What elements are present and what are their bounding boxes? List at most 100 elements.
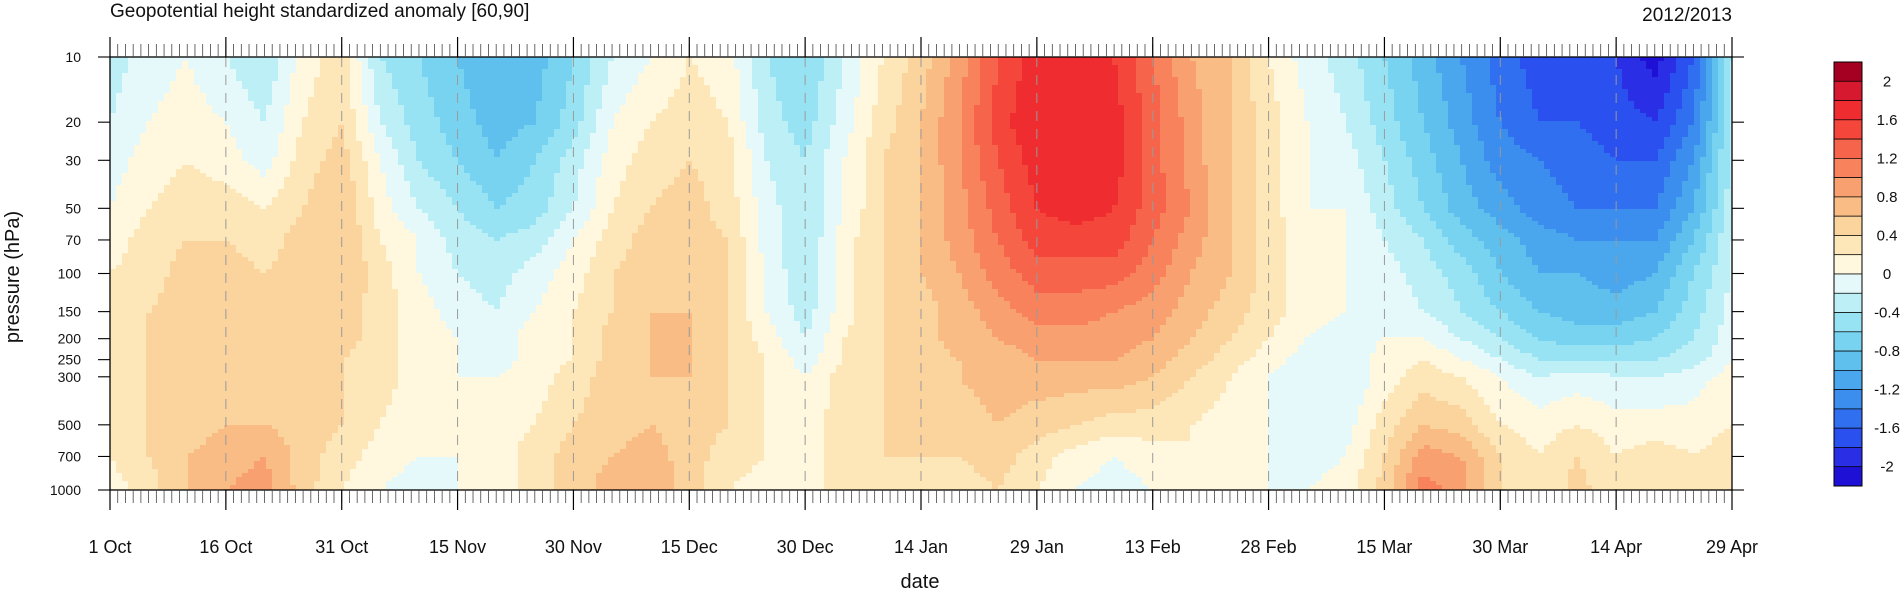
field-cell xyxy=(914,61,921,66)
field-cell xyxy=(1154,109,1161,114)
field-cell xyxy=(1544,57,1551,62)
field-cell xyxy=(428,125,435,130)
field-cell xyxy=(1064,65,1071,70)
field-cell xyxy=(1448,113,1455,118)
field-cell xyxy=(614,97,621,102)
field-cell xyxy=(884,109,891,114)
field-cell xyxy=(1562,101,1569,106)
field-cell xyxy=(362,81,369,86)
field-cell xyxy=(920,105,927,110)
field-cell xyxy=(482,109,489,114)
field-cell xyxy=(1502,77,1509,82)
field-cell xyxy=(1568,65,1575,70)
field-cell xyxy=(1202,121,1209,126)
field-cell xyxy=(1022,113,1029,118)
field-cell xyxy=(1196,93,1203,98)
field-cell xyxy=(524,121,531,126)
field-cell xyxy=(230,109,237,114)
field-cell xyxy=(506,105,513,110)
field-cell xyxy=(806,77,813,82)
field-cell xyxy=(536,61,543,66)
field-cell xyxy=(1334,81,1341,86)
field-cell xyxy=(530,61,537,66)
field-cell xyxy=(386,97,393,102)
field-cell xyxy=(1700,73,1707,78)
field-cell xyxy=(440,61,447,66)
field-cell xyxy=(266,89,273,94)
field-cell xyxy=(368,125,375,130)
field-cell xyxy=(506,93,513,98)
field-cell xyxy=(1604,93,1611,98)
field-cell xyxy=(392,57,399,62)
field-cell xyxy=(686,121,693,126)
field-cell xyxy=(962,77,969,82)
field-cell xyxy=(1676,109,1683,114)
field-cell xyxy=(290,113,297,118)
field-cell xyxy=(470,57,477,62)
field-cell xyxy=(1496,113,1503,118)
field-cell xyxy=(146,109,153,114)
field-cell xyxy=(464,117,471,122)
field-cell xyxy=(824,109,831,114)
field-cell xyxy=(1220,101,1227,106)
field-cell xyxy=(1148,65,1155,70)
field-cell xyxy=(1046,105,1053,110)
field-cell xyxy=(782,113,789,118)
field-cell xyxy=(110,125,117,130)
field-cell xyxy=(866,105,873,110)
field-cell xyxy=(860,89,867,94)
field-cell xyxy=(458,105,465,110)
field-cell xyxy=(1436,81,1443,86)
field-cell xyxy=(680,93,687,98)
field-cell xyxy=(1376,121,1383,126)
field-cell xyxy=(1136,105,1143,110)
field-cell xyxy=(800,109,807,114)
field-cell xyxy=(1466,61,1473,66)
field-cell xyxy=(356,61,363,66)
field-cell xyxy=(938,93,945,98)
field-cell xyxy=(1412,93,1419,98)
field-cell xyxy=(164,73,171,78)
field-cell xyxy=(1094,93,1101,98)
field-cell xyxy=(932,77,939,82)
field-cell xyxy=(1448,73,1455,78)
field-cell xyxy=(164,89,171,94)
field-cell xyxy=(1628,89,1635,94)
field-cell xyxy=(374,89,381,94)
field-cell xyxy=(872,69,879,74)
field-cell xyxy=(1454,117,1461,122)
field-cell xyxy=(1160,85,1167,90)
field-cell xyxy=(320,109,327,114)
field-cell xyxy=(872,89,879,94)
field-cell xyxy=(1298,85,1305,90)
field-cell xyxy=(230,69,237,74)
field-cell xyxy=(980,89,987,94)
field-cell xyxy=(332,65,339,70)
field-cell xyxy=(1700,85,1707,90)
field-cell xyxy=(1220,61,1227,66)
field-cell xyxy=(200,73,207,78)
field-cell xyxy=(1082,69,1089,74)
field-cell xyxy=(668,81,675,86)
field-cell xyxy=(860,81,867,86)
field-cell xyxy=(1064,113,1071,118)
field-cell xyxy=(1046,93,1053,98)
field-cell xyxy=(1616,117,1623,122)
field-cell xyxy=(236,105,243,110)
field-cell xyxy=(824,81,831,86)
field-cell xyxy=(1292,109,1299,114)
field-cell xyxy=(1142,125,1149,130)
field-cell xyxy=(1100,77,1107,82)
field-cell xyxy=(512,73,519,78)
field-cell xyxy=(644,121,651,126)
field-cell xyxy=(1142,117,1149,122)
field-cell xyxy=(986,77,993,82)
field-cell xyxy=(428,105,435,110)
field-cell xyxy=(872,85,879,90)
field-cell xyxy=(626,61,633,66)
field-cell xyxy=(314,89,321,94)
field-cell xyxy=(1046,117,1053,122)
field-cell xyxy=(272,129,279,134)
field-cell xyxy=(1184,93,1191,98)
field-cell xyxy=(380,89,387,94)
